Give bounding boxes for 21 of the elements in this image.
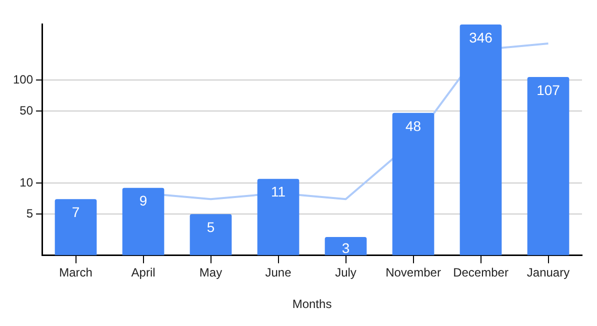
data-label: 11 (270, 184, 286, 200)
x-tick-label: November (386, 266, 441, 280)
x-tick-label: July (335, 266, 356, 280)
x-tick-label: December (453, 266, 508, 280)
data-label: 346 (469, 29, 493, 46)
x-tick-label: June (265, 266, 292, 280)
data-label: 3 (342, 240, 350, 256)
x-axis-title: Months (292, 297, 332, 312)
x-tick-label: January (526, 266, 570, 280)
x-tick-label: April (131, 266, 156, 280)
y-tick-label: 5 (26, 206, 34, 220)
data-label: 7 (72, 204, 80, 220)
data-label: 5 (206, 219, 215, 236)
y-tick-label: 10 (20, 175, 34, 190)
x-tick-label: March (59, 266, 92, 280)
data-label: 48 (405, 118, 422, 134)
data-label: 107 (536, 82, 560, 98)
y-tick-label: 50 (20, 103, 34, 118)
x-tick-label: May (199, 266, 222, 280)
data-label: 9 (139, 192, 148, 209)
y-tick-label: 100 (12, 72, 34, 86)
